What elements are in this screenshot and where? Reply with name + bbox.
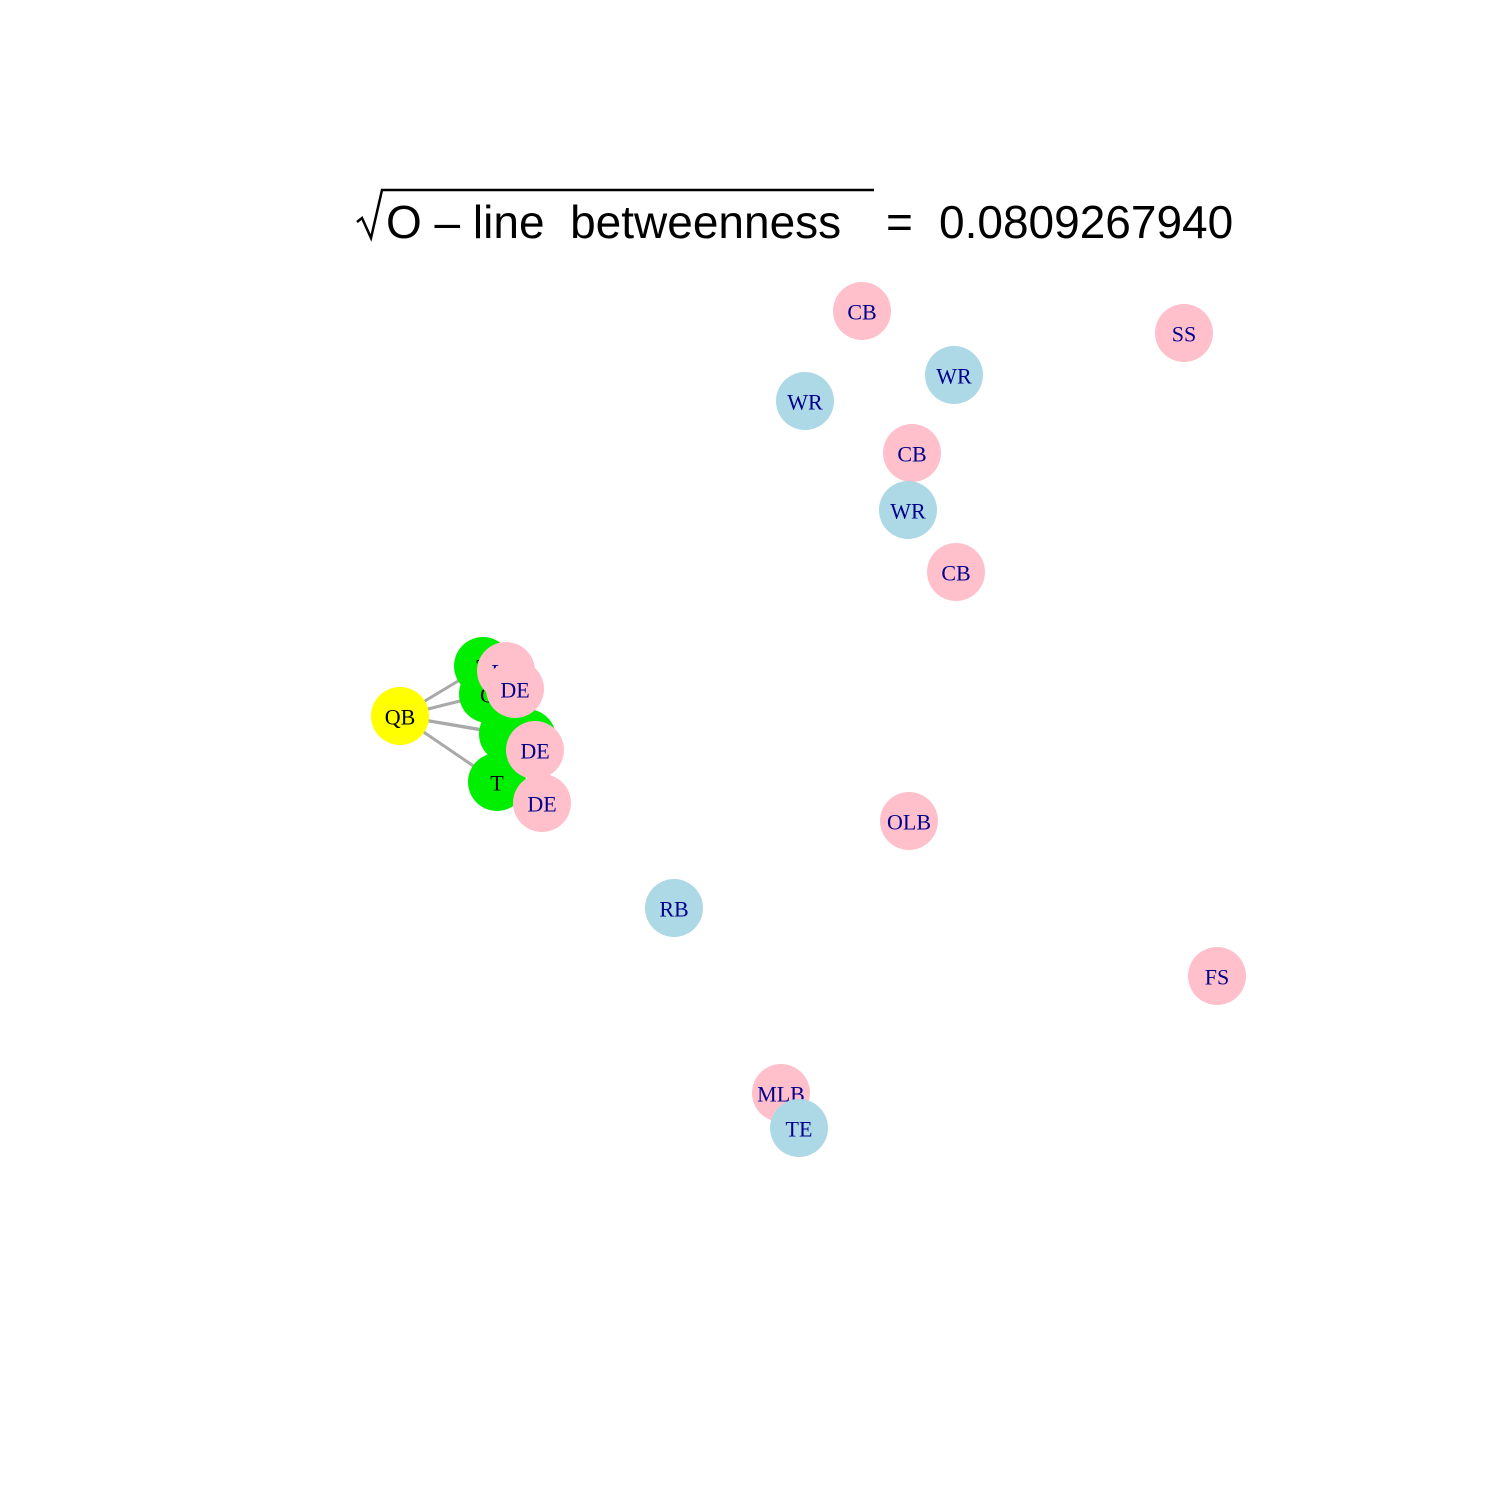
plot-title: O – line betweenness = 0.0809267940: [356, 188, 1233, 248]
node-circle: [833, 282, 891, 340]
node-rb: RB: [645, 879, 703, 937]
node-circle: [927, 543, 985, 601]
node-label: CB: [897, 442, 926, 467]
node-label: TE: [786, 1117, 813, 1142]
node-label: DE: [500, 678, 529, 703]
node-circle: [513, 774, 571, 832]
node-cb2: CB: [883, 424, 941, 482]
node-cb3: CB: [927, 543, 985, 601]
node-label: QB: [385, 705, 416, 730]
node-circle: [506, 721, 564, 779]
node-circle: [486, 660, 544, 718]
node-label: DE: [527, 792, 556, 817]
node-circle: [880, 792, 938, 850]
node-olb: OLB: [880, 792, 938, 850]
node-circle: [1188, 947, 1246, 1005]
node-label: SS: [1172, 322, 1196, 347]
node-qb: QB: [371, 687, 429, 745]
node-circle: [883, 424, 941, 482]
node-t2: T: [468, 753, 526, 811]
node-wr1: WR: [925, 346, 983, 404]
node-label: WR: [787, 390, 823, 415]
node-wr2: WR: [776, 372, 834, 430]
title-equals: =: [886, 196, 913, 248]
node-label: CB: [941, 561, 970, 586]
node-circle: [371, 687, 429, 745]
node-label: RB: [659, 897, 688, 922]
radical-sign-icon: [356, 188, 874, 242]
node-cb1: CB: [833, 282, 891, 340]
node-circle: [468, 753, 526, 811]
node-label: FS: [1205, 965, 1229, 990]
node-label: OLB: [887, 810, 931, 835]
node-label: WR: [936, 364, 972, 389]
node-wr3: WR: [879, 481, 937, 539]
node-circle: [925, 346, 983, 404]
node-te: TE: [770, 1099, 828, 1157]
node-ss: SS: [1155, 304, 1213, 362]
node-de1: DE: [486, 660, 544, 718]
nodes-layer: QBTGCGTDTDEDEDECBSSWRWRCBWRCBOLBRBFSMLBT…: [371, 282, 1246, 1157]
node-de2: DE: [506, 721, 564, 779]
node-fs: FS: [1188, 947, 1246, 1005]
node-circle: [776, 372, 834, 430]
node-label: WR: [890, 499, 926, 524]
title-radicand: O – line betweenness: [386, 196, 841, 248]
node-label: DE: [520, 739, 549, 764]
node-circle: [770, 1099, 828, 1157]
node-circle: [879, 481, 937, 539]
node-circle: [645, 879, 703, 937]
node-label: T: [490, 771, 504, 796]
title-value: 0.0809267940: [939, 196, 1233, 248]
node-de3: DE: [513, 774, 571, 832]
node-circle: [1155, 304, 1213, 362]
node-label: CB: [847, 300, 876, 325]
